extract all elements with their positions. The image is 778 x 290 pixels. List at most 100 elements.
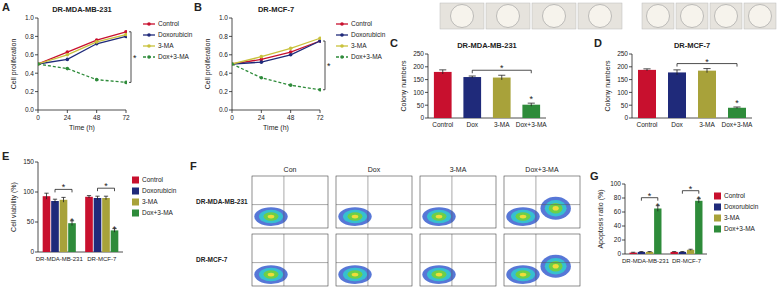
dish	[451, 5, 474, 28]
y-tick	[629, 118, 632, 119]
x-tick-label: 48	[287, 114, 295, 121]
y-tick	[35, 54, 38, 55]
legend-marker	[340, 44, 344, 48]
error-bar	[680, 251, 684, 253]
panel-letter: C	[390, 37, 398, 49]
y-tick	[425, 54, 428, 55]
flow-plot	[252, 176, 328, 228]
row-label: DR-MCF-7	[196, 256, 228, 263]
plot-frame	[252, 176, 328, 228]
x-tick-label: 0	[36, 114, 40, 121]
dish-image	[676, 3, 708, 29]
legend-label: Control	[351, 20, 373, 27]
error-bar	[95, 196, 99, 200]
data-point	[289, 47, 293, 51]
dish-image	[744, 3, 776, 29]
y-tick	[622, 254, 625, 255]
panel-letter: F	[190, 160, 197, 172]
y-tick	[629, 54, 632, 55]
annotation: *	[648, 191, 652, 201]
data-point	[95, 78, 99, 82]
bar	[102, 198, 110, 252]
annotation: *	[689, 184, 693, 194]
quadrant-line	[420, 262, 496, 263]
y-axis	[625, 184, 626, 254]
error-bar	[498, 75, 505, 80]
density	[540, 197, 570, 220]
quadrant-line	[420, 204, 496, 205]
density	[545, 258, 567, 274]
legend-swatch	[714, 226, 721, 233]
density	[506, 265, 539, 284]
chart: FConDox3-MADox+3-MADR-MDA-MB-231DR-MCF-7	[190, 160, 580, 286]
quadrant-line	[252, 262, 328, 263]
y-tick	[629, 92, 632, 93]
x-tick-label: 3-MA	[699, 121, 715, 128]
y-tick	[629, 66, 632, 67]
density	[540, 255, 570, 278]
x-tick-label: 48	[93, 114, 101, 121]
y-tick-label: 20	[614, 236, 622, 243]
data-point	[318, 88, 321, 92]
density	[352, 215, 359, 219]
legend-swatch	[132, 188, 139, 195]
density	[436, 215, 443, 219]
bar	[695, 201, 702, 254]
density	[506, 207, 539, 226]
error-bar	[673, 70, 680, 75]
y-tick	[35, 110, 38, 111]
y-tick-label: 200	[617, 63, 628, 70]
legend-marker	[340, 33, 344, 37]
quadrant-line	[535, 176, 536, 228]
y-tick-label: 0	[420, 114, 424, 121]
data-point	[38, 62, 40, 66]
density	[338, 265, 371, 284]
plot-frame	[420, 176, 496, 228]
y-tick-label: 100	[617, 89, 628, 96]
error-bar	[53, 199, 57, 203]
x-tick-label: Dox+3-MA	[722, 121, 754, 128]
data-point	[289, 83, 293, 87]
dish	[543, 5, 566, 28]
y-axis	[632, 54, 633, 118]
x-axis-label: Time (h)	[69, 124, 95, 132]
y-tick	[35, 91, 38, 92]
legend-label: 3-MA	[351, 42, 367, 49]
annotation: *	[327, 61, 331, 71]
dish	[715, 5, 738, 28]
x-tick	[320, 110, 321, 113]
density	[545, 200, 567, 216]
figure: ADR-MDA-MB-2310.00.20.40.60.81.0Cell pro…	[0, 0, 778, 290]
x-axis	[38, 252, 123, 253]
x-tick	[96, 110, 97, 113]
annotation: *	[529, 94, 533, 104]
y-tick	[229, 18, 232, 19]
bar	[654, 209, 661, 255]
legend-swatch	[132, 199, 139, 206]
legend-label: 3-MA	[724, 214, 740, 221]
dish	[749, 5, 772, 28]
y-axis-label: Cell proliferation	[204, 39, 212, 90]
x-tick-label: Dox	[466, 121, 478, 128]
data-point	[38, 62, 40, 66]
x-tick	[290, 110, 291, 113]
density	[263, 270, 278, 278]
bar	[85, 197, 93, 252]
x-tick-label: 24	[64, 114, 72, 121]
y-axis	[38, 162, 39, 252]
bar	[668, 72, 686, 118]
y-tick	[622, 240, 625, 241]
legend-label: Dox+3-MA	[158, 53, 190, 60]
annotation: *	[656, 201, 660, 211]
density	[436, 273, 443, 277]
y-tick-label: 100	[413, 89, 424, 96]
bar	[630, 253, 637, 254]
density	[553, 264, 559, 269]
flow-plot	[420, 234, 496, 286]
data-point	[124, 81, 127, 85]
error-bar	[44, 193, 48, 199]
dish-image	[578, 3, 622, 29]
legend-label: Control	[158, 20, 180, 27]
error-bar	[639, 251, 643, 253]
density	[254, 207, 287, 226]
